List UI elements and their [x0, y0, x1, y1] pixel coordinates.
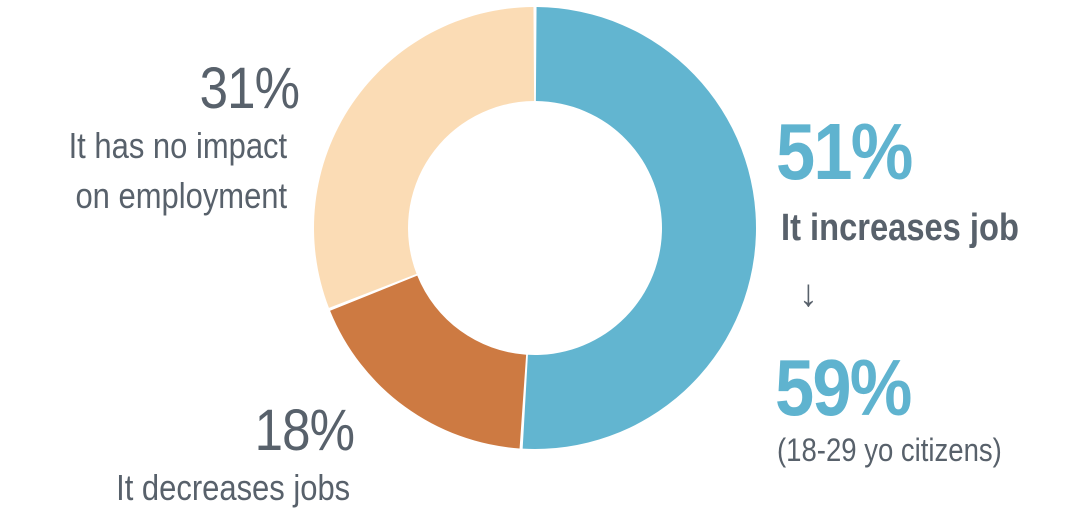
down-arrow-icon: ↓ [799, 273, 818, 315]
donut-slice-0 [522, 7, 757, 450]
increases-label: It increases job [781, 207, 1019, 249]
no-impact-label-line1: It has no impact [68, 125, 287, 166]
decreases-label: It decreases jobs [115, 467, 350, 508]
no-impact-label-line2: on employment [75, 175, 287, 216]
donut-slice-1 [330, 275, 527, 449]
no-impact-percent: 31% [199, 56, 299, 121]
donut-slice-2 [314, 7, 535, 308]
decreases-percent: 18% [254, 398, 354, 463]
youth-percent: 59% [775, 343, 912, 432]
increases-percent: 51% [776, 107, 913, 196]
youth-label: (18-29 yo citizens) [777, 432, 1002, 468]
